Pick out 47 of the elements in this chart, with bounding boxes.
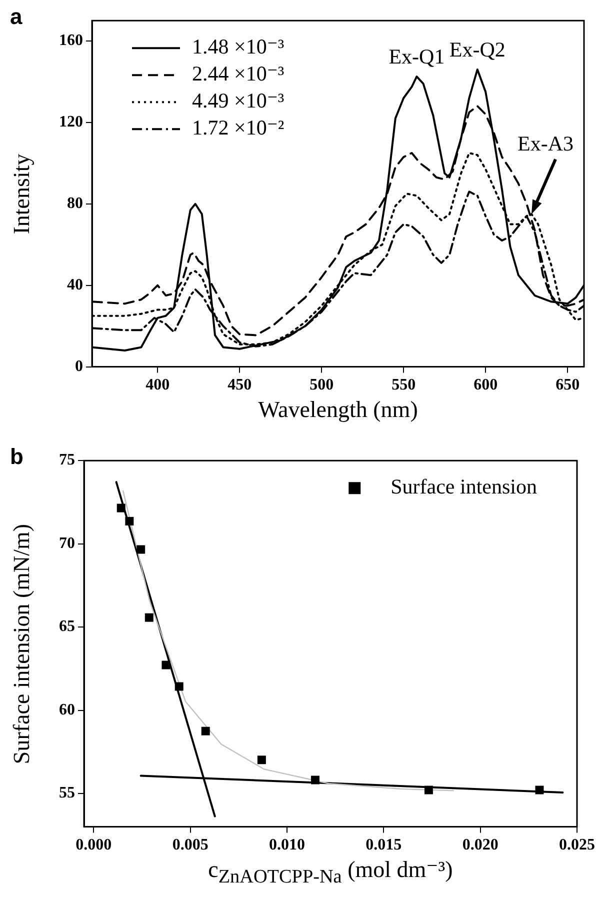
y-tick-label: 40: [67, 276, 83, 294]
y-tick-label: 60: [59, 701, 75, 718]
y-tick-label: 70: [59, 534, 75, 552]
y-tick-label: 0: [75, 358, 83, 375]
y-tick-label: 120: [59, 114, 83, 131]
y-tick-label: 65: [59, 618, 75, 636]
point: [144, 613, 154, 622]
x-axis-title: c$_{ZnAOTCPP-Na}$ (mol dm⁻³): [207, 856, 454, 888]
x-tick-label: 600: [474, 376, 498, 394]
point: [201, 726, 210, 736]
point: [535, 786, 544, 794]
chart-title: b: [10, 444, 24, 470]
point: [257, 756, 266, 764]
point: [174, 682, 184, 691]
x-tick-label: 0.015: [366, 836, 402, 854]
point: [125, 516, 134, 526]
point: [162, 660, 170, 670]
x-axis-title: Wavelength (nm): [257, 396, 419, 423]
x-tick-label: 500: [310, 376, 334, 394]
legend-label: 4.49 ×10⁻³: [192, 88, 284, 113]
y-axis-title: Intensity: [9, 153, 35, 234]
x-tick-label: 650: [556, 376, 580, 394]
x-tick-label: 550: [392, 376, 416, 394]
chart-title: a: [10, 4, 22, 30]
y-tick-label: 55: [59, 784, 75, 802]
x-tick-label: 450: [228, 376, 252, 394]
y-axis-title: Surface intension (mN/m): [9, 524, 35, 764]
legend-label: 2.44 ×10⁻³: [192, 62, 284, 86]
annotation: Ex-A3: [518, 131, 574, 156]
point: [424, 786, 433, 794]
x-tick-label: 0.005: [172, 836, 208, 854]
y-tick-label: 80: [67, 195, 83, 212]
x-tick-label: 400: [146, 376, 170, 394]
y-tick-label: 75: [59, 452, 75, 469]
legend-label: 1.72 ×10⁻²: [192, 116, 284, 140]
y-tick-label: 160: [59, 32, 83, 50]
legend-label: 1.48 ×10⁻³: [192, 34, 284, 59]
x-tick-label: 0.020: [462, 836, 498, 854]
x-tick-label: 0.000: [76, 836, 112, 854]
point: [116, 504, 126, 512]
x-tick-label: 0.025: [559, 836, 595, 854]
point: [310, 776, 320, 784]
annotation: Ex-Q2: [449, 37, 506, 62]
x-tick-label: 0.010: [269, 836, 305, 854]
point: [136, 545, 146, 554]
annotation: Ex-Q1: [388, 44, 445, 69]
legend-label: Surface intension: [390, 474, 538, 499]
